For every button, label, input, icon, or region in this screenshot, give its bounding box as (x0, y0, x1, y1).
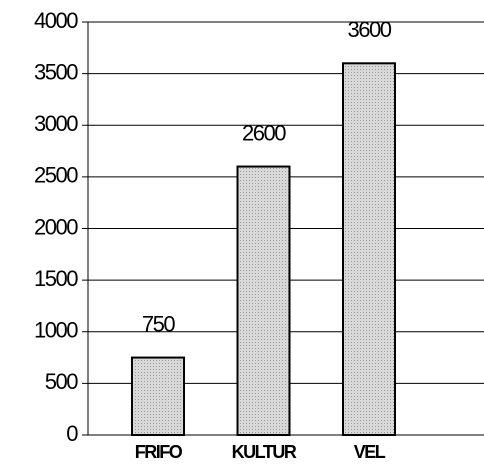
y-tick-label: 0 (66, 421, 78, 446)
y-tick-label: 2500 (34, 163, 78, 188)
bar (342, 62, 396, 437)
y-tick-label: 4000 (34, 8, 78, 33)
data-label: 2600 (242, 120, 286, 145)
x-tick-label: KULTUR (232, 442, 297, 462)
bar (236, 165, 291, 437)
y-tick-label: 1000 (34, 318, 78, 343)
x-tick-label: FRIFO (135, 442, 183, 462)
y-tick-label: 500 (45, 369, 78, 394)
bar (131, 356, 185, 436)
data-label: 750 (142, 311, 175, 336)
y-tick-label: 3500 (34, 59, 78, 84)
y-tick-label: 2000 (34, 214, 78, 239)
x-tick-label: VEL (354, 442, 386, 462)
y-tick-label: 1500 (34, 266, 78, 291)
y-tick-label: 3000 (34, 111, 78, 136)
data-label: 3600 (348, 17, 392, 42)
